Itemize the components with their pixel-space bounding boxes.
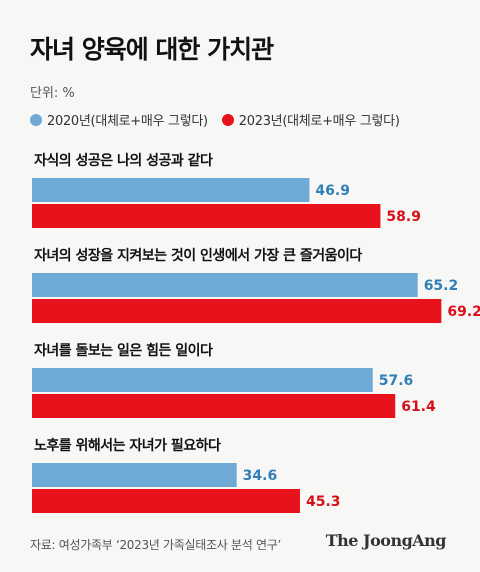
- bar-2023: [32, 489, 300, 513]
- category-label: 자녀를 돌보는 일은 힘든 일이다: [34, 342, 213, 359]
- legend-item-2020: 2020년(대체로+매우 그렇다): [30, 110, 208, 129]
- data-label-2023: 58.9: [386, 209, 421, 225]
- chart-title: 자녀 양육에 대한 가치관: [30, 35, 274, 64]
- category-label: 자식의 성공은 나의 성공과 같다: [34, 152, 213, 169]
- data-label-2023: 69.2: [447, 304, 480, 320]
- legend-label-2023: 2023년(대체로+매우 그렇다): [238, 114, 400, 129]
- bar-2020: [32, 368, 373, 392]
- brand-logo: The JoongAng: [325, 531, 447, 550]
- data-label-2020: 46.9: [315, 183, 350, 199]
- bar-2023: [32, 204, 381, 228]
- bar-2020: [32, 178, 310, 202]
- legend-dot-2020: [30, 113, 42, 126]
- legend: 2020년(대체로+매우 그렇다) 2023년(대체로+매우 그렇다): [30, 110, 400, 129]
- data-label-2023: 45.3: [306, 494, 341, 510]
- unit-label: 단위: %: [30, 86, 75, 101]
- legend-dot-2023: [221, 113, 234, 126]
- legend-item-2023: 2023년(대체로+매우 그렇다): [221, 110, 400, 129]
- data-label-2023: 61.4: [401, 399, 436, 415]
- bar-2020: [32, 273, 418, 297]
- bar-2020: [32, 463, 237, 487]
- bar-2023: [32, 299, 442, 323]
- legend-label-2020: 2020년(대체로+매우 그렇다): [47, 114, 208, 129]
- data-label-2020: 34.6: [243, 468, 278, 484]
- data-label-2020: 65.2: [424, 278, 459, 294]
- data-label-2020: 57.6: [379, 373, 414, 389]
- bar-2023: [32, 394, 396, 418]
- category-label: 자녀의 성장을 지켜보는 것이 인생에서 가장 큰 즐거움이다: [34, 247, 362, 264]
- source-note: 자료: 여성가족부 ‘2023년 가족실태조사 분석 연구’: [30, 538, 282, 552]
- category-label: 노후를 위해서는 자녀가 필요하다: [34, 437, 221, 454]
